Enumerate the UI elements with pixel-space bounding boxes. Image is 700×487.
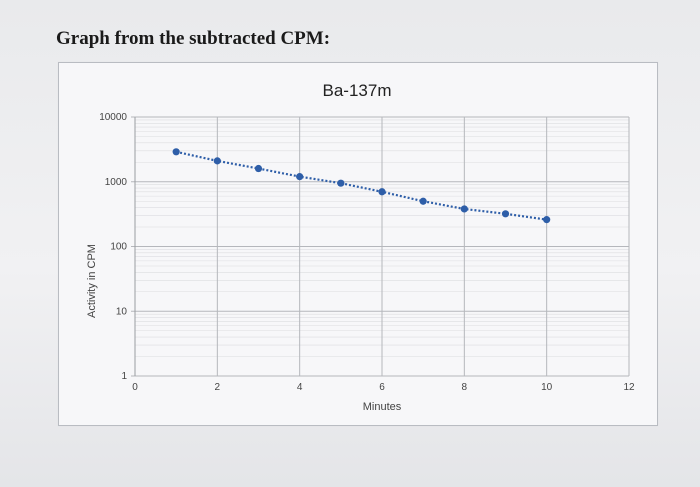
x-tick-label: 12 [623, 382, 635, 393]
data-point [296, 173, 304, 181]
y-axis-label: Activity in CPM [86, 244, 98, 318]
chart-title: Ba-137m [323, 81, 392, 100]
axis-ticks: 1 10 100 1000 10000 0 2 4 6 8 10 12 [99, 112, 635, 393]
chart: Ba-137m Minutes Activity in CPM 11010010… [86, 81, 635, 413]
series-line [175, 150, 547, 221]
data-point [501, 210, 510, 218]
x-tick-label: 8 [462, 382, 468, 393]
data-point [172, 148, 180, 156]
plot-grid [131, 116, 630, 377]
x-tick-label: 2 [215, 382, 221, 393]
data-point [460, 205, 468, 213]
x-tick-label: 10 [541, 382, 553, 393]
y-tick-label: 100 [110, 242, 127, 253]
data-point [213, 157, 221, 165]
chart-frame: Ba-137m Minutes Activity in CPM 1 10 100 10… [58, 62, 658, 426]
y-tick-label: 10000 [99, 112, 127, 123]
data-point [378, 188, 386, 196]
y-tick-label: 10 [116, 306, 128, 317]
x-axis-label: Minutes [363, 401, 402, 413]
data-point [254, 164, 263, 173]
data-point [419, 197, 427, 205]
data-point [543, 216, 551, 224]
page-heading: Graph from the subtracted CPM: [56, 28, 331, 49]
y-tick-label: 1000 [105, 177, 128, 188]
data-marks [172, 148, 551, 224]
x-tick-label: 6 [379, 382, 385, 393]
x-tick-label: 0 [132, 382, 138, 393]
x-tick-label: 4 [297, 382, 303, 393]
data-point [337, 179, 345, 187]
y-tick-label: 1 [121, 371, 127, 382]
